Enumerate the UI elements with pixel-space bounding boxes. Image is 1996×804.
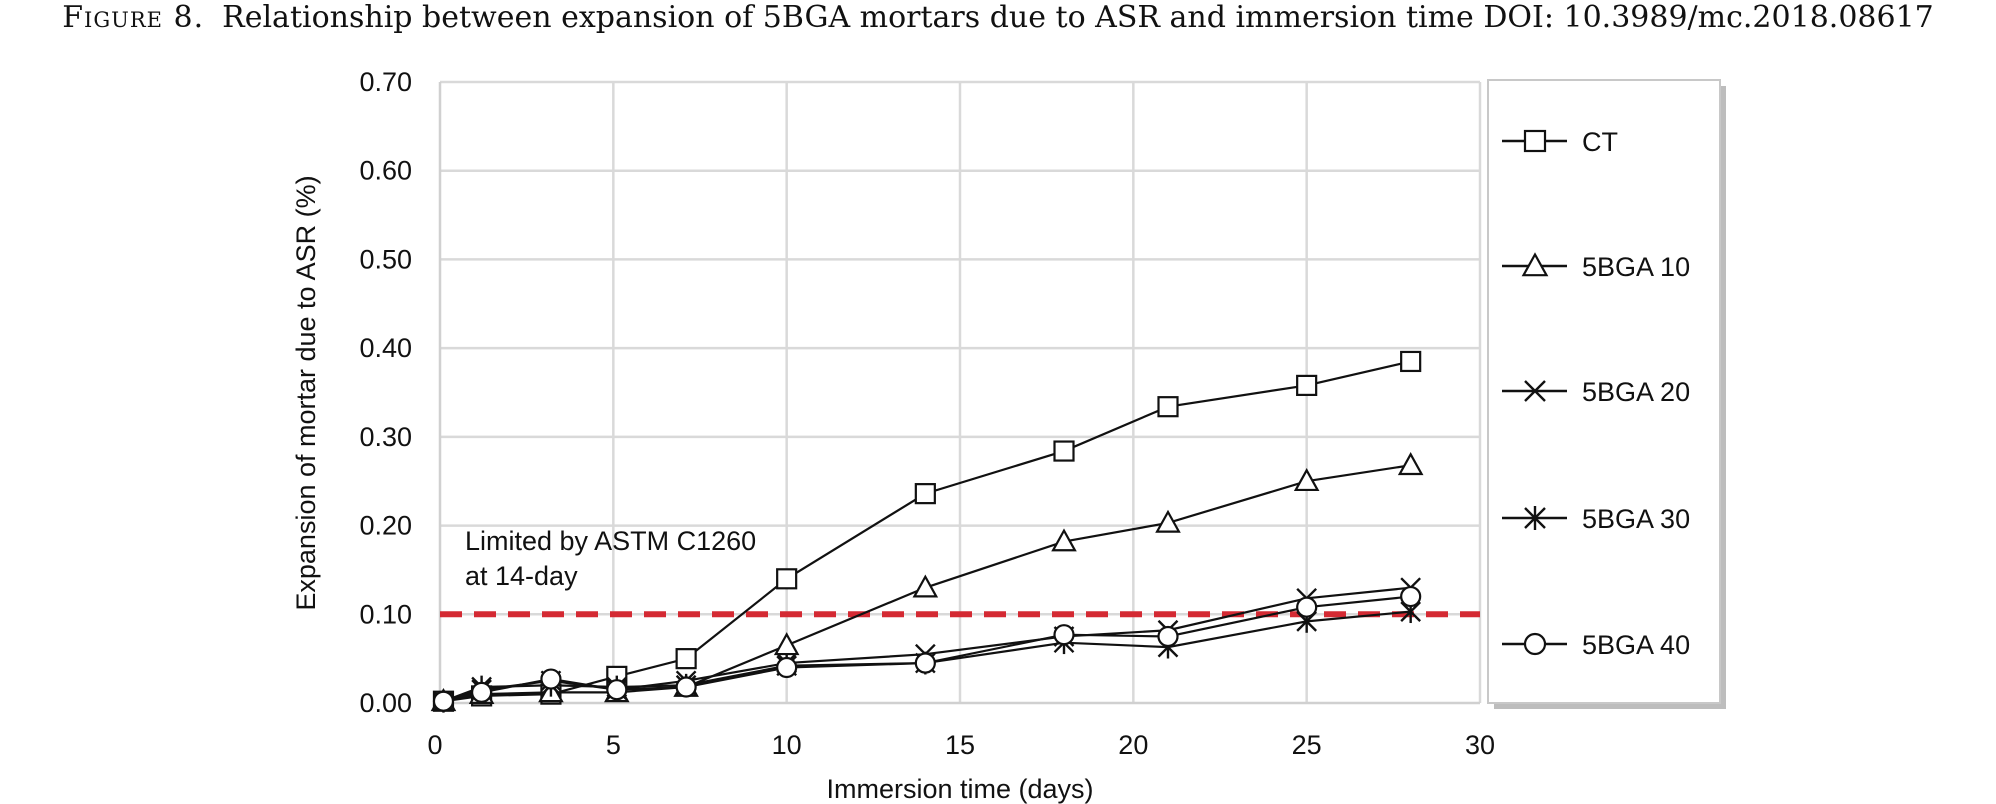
- triangle-marker: [773, 632, 800, 656]
- series-group: [430, 350, 1424, 713]
- square-marker: [1053, 440, 1075, 462]
- triangle-marker: [1293, 468, 1320, 492]
- legend-label: 5BGA 20: [1582, 377, 1690, 407]
- legend-entry: CT: [1502, 127, 1618, 157]
- x-tick-label: 20: [1118, 730, 1148, 760]
- threshold-label-line-2: at 14-day: [465, 561, 578, 591]
- figure-caption-text: Relationship between expansion of 5BGA m…: [222, 0, 1934, 35]
- figure-label: Figure 8.: [62, 0, 205, 35]
- y-tick-label: 0.30: [359, 422, 412, 452]
- x-tick-label: 0: [427, 730, 442, 760]
- legend-label: 5BGA 10: [1582, 252, 1690, 282]
- circle-marker: [606, 679, 628, 701]
- y-tick-label: 0.20: [359, 511, 412, 541]
- series-5bga-20: [433, 577, 1422, 712]
- circle-marker: [1053, 624, 1075, 646]
- x-tick-label: 30: [1465, 730, 1495, 760]
- circle-marker: [471, 681, 493, 703]
- y-tick-label: 0.10: [359, 599, 412, 629]
- grid: [440, 80, 1482, 703]
- y-tick-label: 0.70: [359, 67, 412, 97]
- x-tick-label: 25: [1292, 730, 1322, 760]
- legend-entry: 5BGA 40: [1502, 630, 1690, 660]
- legend-entry: 5BGA 30: [1502, 504, 1690, 534]
- circle-marker: [1157, 625, 1179, 648]
- axes: [438, 82, 1480, 705]
- circle-marker: [540, 668, 562, 690]
- y-tick-label: 0.00: [359, 688, 412, 718]
- square-marker: [914, 483, 936, 505]
- circle-marker: [675, 676, 697, 698]
- circle-marker: [914, 652, 936, 674]
- legend: CT 5BGA 10 5BGA 20 5BGA 30 5BGA 40: [1487, 79, 1726, 709]
- x-axis-label: Immersion time (days): [826, 774, 1093, 804]
- circle-marker: [776, 656, 798, 679]
- square-marker: [1400, 350, 1422, 373]
- circle-marker: [432, 690, 455, 712]
- legend-label: 5BGA 30: [1582, 504, 1690, 534]
- x-marker: [1524, 380, 1546, 402]
- triangle-marker: [1155, 509, 1181, 533]
- y-tick-label: 0.40: [359, 333, 412, 363]
- legend-entry: 5BGA 20: [1502, 377, 1690, 407]
- circle-marker: [1523, 632, 1547, 656]
- legend-label: CT: [1582, 127, 1618, 157]
- legend-label: 5BGA 40: [1582, 630, 1690, 660]
- square-marker: [1296, 374, 1318, 397]
- threshold-label-line-1: Limited by ASTM C1260: [465, 526, 756, 556]
- tick-labels: 0.00 0.10 0.20 0.30 0.40 0.50 0.60 0.70 0 5 10 15 20…: [359, 67, 1495, 760]
- x-tick-label: 10: [772, 730, 802, 760]
- circle-marker: [1400, 585, 1422, 608]
- square-marker: [776, 568, 798, 590]
- square-marker: [1157, 396, 1179, 418]
- circle-marker: [1296, 596, 1318, 618]
- x-tick-label: 15: [945, 730, 975, 760]
- triangle-marker: [912, 574, 939, 598]
- square-marker: [675, 648, 697, 670]
- triangle-marker: [1397, 452, 1424, 476]
- triangle-marker: [1521, 252, 1549, 277]
- y-axis-label: Expansion of mortar due to ASR (%): [291, 175, 321, 610]
- y-tick-label: 0.60: [359, 156, 412, 186]
- y-tick-label: 0.50: [359, 244, 412, 274]
- figure-caption: Figure 8. Relationship between expansion …: [0, 0, 1996, 40]
- series-5bga-40: [432, 585, 1422, 712]
- triangle-marker: [1051, 528, 1077, 552]
- square-marker: [1523, 129, 1547, 153]
- x-tick-label: 5: [606, 730, 621, 760]
- asterisk-marker: [1524, 506, 1546, 530]
- legend-entry: 5BGA 10: [1502, 252, 1690, 282]
